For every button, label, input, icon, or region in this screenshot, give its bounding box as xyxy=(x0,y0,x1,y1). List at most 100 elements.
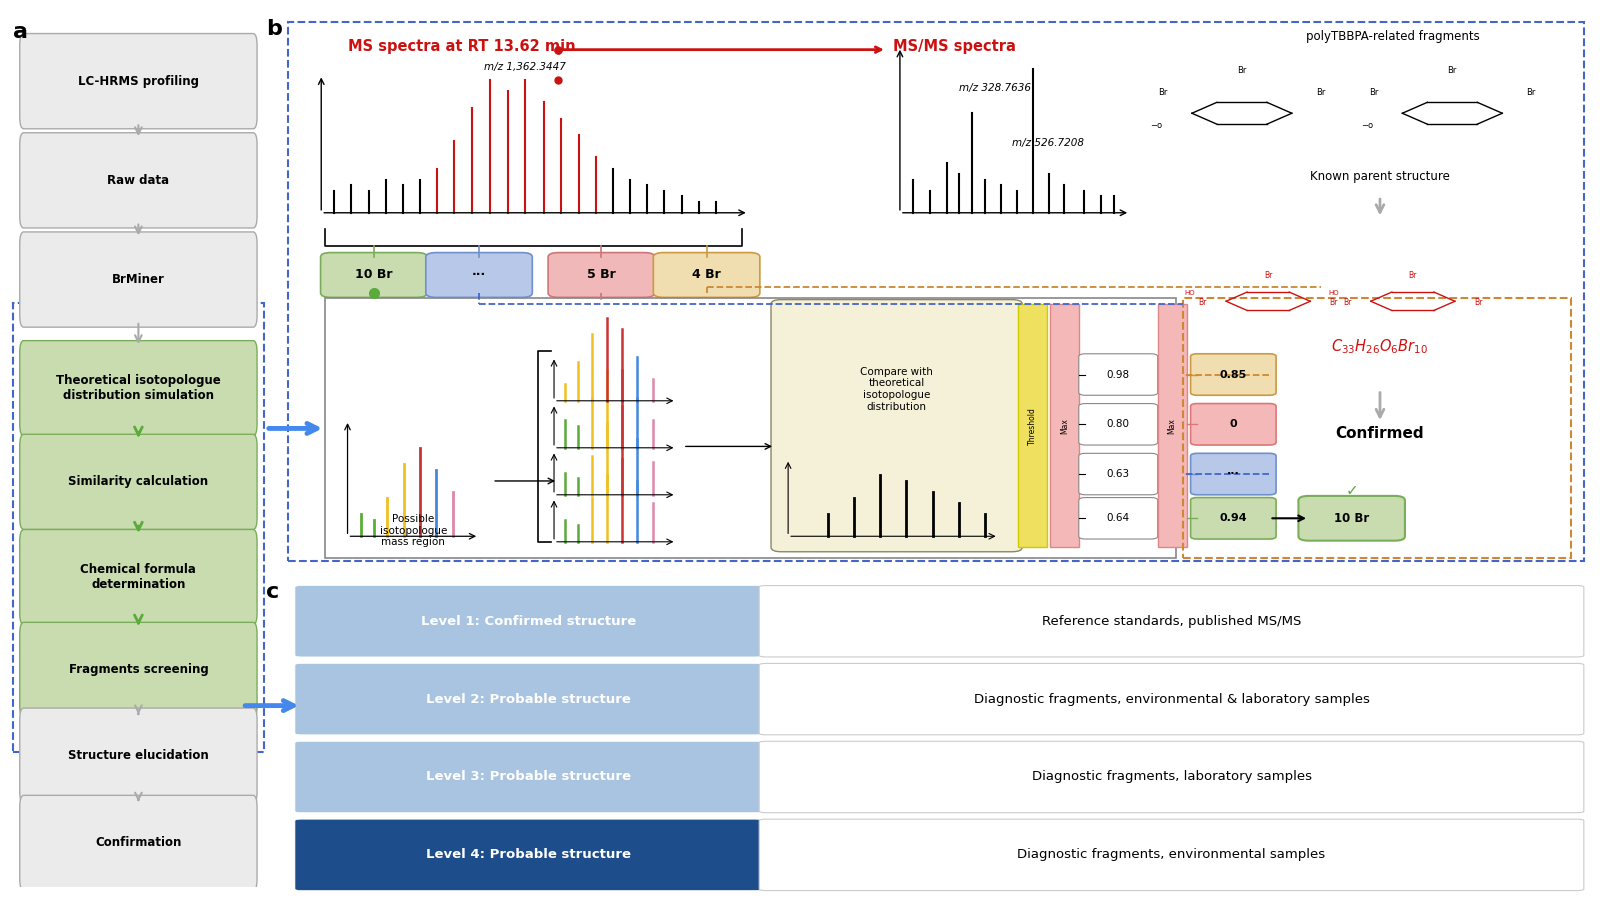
Text: −o: −o xyxy=(1360,121,1373,130)
FancyBboxPatch shape xyxy=(549,252,654,297)
Text: Level 4: Probable structure: Level 4: Probable structure xyxy=(426,848,630,861)
FancyBboxPatch shape xyxy=(19,232,258,327)
Text: $C_{33}H_{26}O_6Br_{10}$: $C_{33}H_{26}O_6Br_{10}$ xyxy=(1331,337,1429,356)
Bar xyxy=(325,299,1176,558)
Text: Max: Max xyxy=(1059,418,1069,433)
Text: m/z 1,362.3447: m/z 1,362.3447 xyxy=(485,62,566,72)
FancyBboxPatch shape xyxy=(1210,232,1557,337)
Text: −o: −o xyxy=(1150,121,1163,130)
FancyBboxPatch shape xyxy=(1190,354,1277,395)
Text: ✓: ✓ xyxy=(1346,483,1358,497)
Text: Compare with
theoretical
isotopologue
distribution: Compare with theoretical isotopologue di… xyxy=(861,367,933,411)
FancyBboxPatch shape xyxy=(1358,62,1534,170)
Text: Max: Max xyxy=(1168,418,1176,433)
Text: ···: ··· xyxy=(1227,469,1240,479)
Text: 4 Br: 4 Br xyxy=(693,269,722,282)
Text: Similarity calculation: Similarity calculation xyxy=(69,475,208,488)
Text: Br: Br xyxy=(1408,271,1418,281)
FancyBboxPatch shape xyxy=(1078,354,1158,395)
Text: Reference standards, published MS/MS: Reference standards, published MS/MS xyxy=(1042,615,1301,628)
Bar xyxy=(1182,299,1571,558)
Text: 0.94: 0.94 xyxy=(1219,514,1246,524)
Text: Br: Br xyxy=(1342,298,1352,307)
FancyBboxPatch shape xyxy=(320,252,427,297)
FancyBboxPatch shape xyxy=(771,300,1022,552)
Text: Diagnostic fragments, environmental & laboratory samples: Diagnostic fragments, environmental & la… xyxy=(973,693,1370,706)
Bar xyxy=(13,303,264,751)
Text: 0: 0 xyxy=(1229,420,1237,430)
FancyBboxPatch shape xyxy=(19,529,258,625)
Text: ···: ··· xyxy=(472,269,486,282)
Text: polyTBBPA-related fragments: polyTBBPA-related fragments xyxy=(1306,30,1480,43)
Text: 0.63: 0.63 xyxy=(1107,469,1130,479)
Text: Diagnostic fragments, laboratory samples: Diagnostic fragments, laboratory samples xyxy=(1032,771,1312,783)
Text: Br: Br xyxy=(1317,88,1325,97)
FancyBboxPatch shape xyxy=(653,252,760,297)
Text: Raw data: Raw data xyxy=(107,174,170,186)
Text: Br: Br xyxy=(1237,66,1246,75)
FancyBboxPatch shape xyxy=(19,133,258,228)
Text: MS spectra at RT 13.62 min: MS spectra at RT 13.62 min xyxy=(347,38,574,54)
FancyBboxPatch shape xyxy=(19,34,258,129)
FancyBboxPatch shape xyxy=(758,819,1584,890)
Text: Known parent structure: Known parent structure xyxy=(1310,170,1450,183)
Text: MS/MS spectra: MS/MS spectra xyxy=(893,38,1016,54)
FancyBboxPatch shape xyxy=(294,586,762,657)
Text: Br: Br xyxy=(1526,88,1536,97)
Bar xyxy=(1158,304,1187,547)
Text: Fragments screening: Fragments screening xyxy=(69,664,208,676)
Text: Chemical formula
determination: Chemical formula determination xyxy=(80,563,197,591)
Text: b: b xyxy=(266,19,282,39)
FancyBboxPatch shape xyxy=(1078,453,1158,494)
FancyBboxPatch shape xyxy=(1299,496,1405,541)
FancyBboxPatch shape xyxy=(19,622,258,717)
Text: Br: Br xyxy=(1198,298,1206,307)
Text: BrMiner: BrMiner xyxy=(112,273,165,286)
FancyBboxPatch shape xyxy=(294,741,762,813)
Text: Br: Br xyxy=(1475,298,1483,307)
FancyBboxPatch shape xyxy=(758,741,1584,813)
Text: a: a xyxy=(13,22,29,42)
Text: 10 Br: 10 Br xyxy=(1334,512,1370,525)
FancyBboxPatch shape xyxy=(294,819,762,890)
Text: HO: HO xyxy=(1328,290,1339,296)
FancyBboxPatch shape xyxy=(1190,404,1277,445)
Text: 0.98: 0.98 xyxy=(1107,369,1130,379)
Text: 0.64: 0.64 xyxy=(1107,514,1130,524)
FancyBboxPatch shape xyxy=(19,708,258,803)
FancyBboxPatch shape xyxy=(758,586,1584,657)
Text: Confirmed: Confirmed xyxy=(1336,426,1424,441)
FancyBboxPatch shape xyxy=(426,252,533,297)
FancyBboxPatch shape xyxy=(1147,62,1323,170)
Text: 0.85: 0.85 xyxy=(1219,369,1246,379)
Text: Confirmation: Confirmation xyxy=(96,836,181,849)
Text: Level 1: Confirmed structure: Level 1: Confirmed structure xyxy=(421,615,637,628)
Text: Br: Br xyxy=(1368,88,1378,97)
FancyBboxPatch shape xyxy=(19,341,258,436)
Text: m/z 328.7636: m/z 328.7636 xyxy=(958,83,1030,93)
Bar xyxy=(1018,304,1048,547)
FancyBboxPatch shape xyxy=(1078,404,1158,445)
Text: Br: Br xyxy=(1448,66,1458,75)
Text: Possible
isotopologue
mass region: Possible isotopologue mass region xyxy=(379,515,446,547)
Text: 5 Br: 5 Br xyxy=(587,269,616,282)
FancyBboxPatch shape xyxy=(19,434,258,529)
Text: 0.80: 0.80 xyxy=(1107,420,1130,430)
Bar xyxy=(1050,304,1078,547)
FancyBboxPatch shape xyxy=(1190,453,1277,494)
FancyBboxPatch shape xyxy=(1190,497,1277,539)
Text: HO: HO xyxy=(1184,290,1195,296)
Text: 10 Br: 10 Br xyxy=(355,269,392,282)
Text: Br: Br xyxy=(1330,298,1338,307)
FancyBboxPatch shape xyxy=(1078,497,1158,539)
Text: Theoretical isotopologue
distribution simulation: Theoretical isotopologue distribution si… xyxy=(56,374,221,402)
Text: Diagnostic fragments, environmental samples: Diagnostic fragments, environmental samp… xyxy=(1018,848,1325,861)
Text: Structure elucidation: Structure elucidation xyxy=(69,749,208,762)
Text: Threshold: Threshold xyxy=(1029,407,1037,444)
Text: Br: Br xyxy=(1264,271,1272,281)
Text: Br: Br xyxy=(1158,88,1168,97)
FancyBboxPatch shape xyxy=(294,664,762,735)
Text: c: c xyxy=(266,582,280,602)
Text: Level 2: Probable structure: Level 2: Probable structure xyxy=(426,693,630,706)
Text: Level 3: Probable structure: Level 3: Probable structure xyxy=(426,771,630,783)
